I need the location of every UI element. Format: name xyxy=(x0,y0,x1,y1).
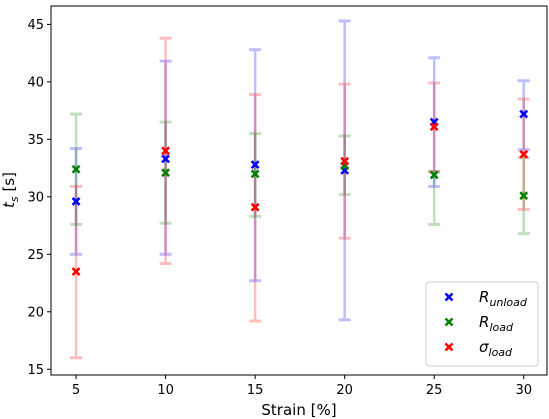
marker-stroke-b xyxy=(444,317,454,327)
legend-frame xyxy=(425,281,539,367)
x-axis-label: Strain [%] xyxy=(261,401,336,419)
y-axis-ticks: 15 20 25 30 35 40 45 xyxy=(27,18,51,378)
y-tick-label: 15 xyxy=(27,363,44,378)
legend-label-sub: unload xyxy=(489,296,527,309)
marker-stroke-b xyxy=(161,168,171,178)
legend-label-sub: load xyxy=(489,346,514,359)
y-tick-label: 40 xyxy=(27,75,44,90)
legend-label-s1: Rload xyxy=(479,313,514,334)
marker-stroke-b xyxy=(161,154,171,164)
x-tick-label: 30 xyxy=(515,383,532,398)
point-s2-p1 xyxy=(161,146,171,156)
y-tick-label: 30 xyxy=(27,190,44,205)
legend-label-main: R xyxy=(479,313,489,331)
y-tick-label: 45 xyxy=(27,18,44,33)
legend-label-s2: σload xyxy=(479,338,513,359)
marker-stroke-b xyxy=(429,170,439,180)
legend-label-s0: Runload xyxy=(479,288,528,309)
legend-marker-s0 xyxy=(444,292,454,302)
marker-stroke-b xyxy=(71,267,81,276)
marker-stroke-b xyxy=(71,197,81,206)
point-s2-p4 xyxy=(429,122,439,132)
point-s1-p0 xyxy=(71,164,81,174)
point-s1-p2 xyxy=(250,169,260,179)
point-s0-p0 xyxy=(71,197,81,206)
marker-stroke-b xyxy=(444,292,454,302)
point-s0-p2 xyxy=(250,160,260,170)
marker-stroke-b xyxy=(444,342,454,352)
marker-stroke-b xyxy=(519,191,529,201)
legend-marker-s1 xyxy=(444,317,454,327)
y-axis-label-main: t xyxy=(0,201,18,208)
legend-label-main: R xyxy=(479,288,489,306)
x-tick-label: 15 xyxy=(247,383,264,398)
point-s0-p5 xyxy=(519,109,529,119)
markers-layer xyxy=(71,109,529,276)
x-tick-label: 25 xyxy=(426,383,443,398)
point-s2-p2 xyxy=(250,202,260,212)
y-axis-label-unit: [s] xyxy=(0,172,18,196)
x-tick-label: 5 xyxy=(72,383,80,398)
y-axis-label-sub: s xyxy=(8,196,21,202)
marker-stroke-b xyxy=(519,109,529,119)
plot-area-frame xyxy=(50,5,548,376)
point-s2-p5 xyxy=(519,149,529,159)
marker-stroke-b xyxy=(250,202,260,212)
errorbar-s1-p4 xyxy=(428,170,441,226)
point-s1-p4 xyxy=(429,170,439,180)
point-s1-p1 xyxy=(161,168,171,178)
marker-stroke-b xyxy=(250,169,260,179)
marker-stroke-b xyxy=(340,156,350,166)
x-axis-ticks: 5 10 15 20 25 30 xyxy=(72,375,532,398)
point-s2-p3 xyxy=(340,156,350,166)
legend-label-main: σ xyxy=(479,338,489,356)
y-tick-label: 35 xyxy=(27,133,44,148)
marker-stroke-b xyxy=(71,164,81,174)
x-tick-label: 10 xyxy=(157,383,174,398)
legend-label-sub: load xyxy=(489,321,514,334)
point-s2-p0 xyxy=(71,267,81,276)
point-s0-p1 xyxy=(161,154,171,164)
legend-marker-s2 xyxy=(444,342,454,352)
marker-stroke-b xyxy=(429,122,439,132)
marker-stroke-b xyxy=(161,146,171,156)
marker-stroke-b xyxy=(519,149,529,159)
marker-stroke-b xyxy=(250,160,260,170)
y-axis-label: ts [s] xyxy=(0,172,21,208)
x-tick-label: 20 xyxy=(336,383,353,398)
y-tick-label: 20 xyxy=(27,305,44,320)
y-tick-label: 25 xyxy=(27,248,44,263)
point-s1-p5 xyxy=(519,191,529,201)
